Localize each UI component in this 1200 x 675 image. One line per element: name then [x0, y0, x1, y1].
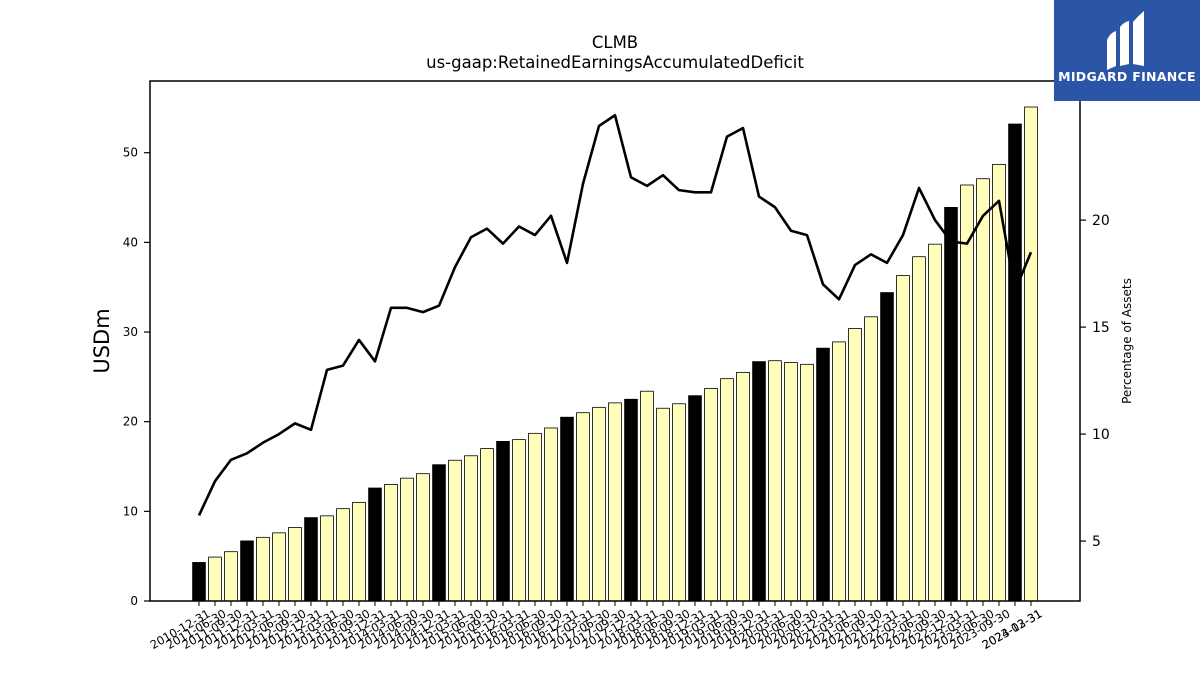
bar-2018-03-31 — [656, 407, 670, 602]
bar-2012-06-30 — [288, 527, 302, 602]
bar-2012-03-31 — [272, 532, 286, 602]
bar-2013-09-30 — [368, 487, 382, 602]
bar-series — [192, 106, 1038, 602]
bar-2011-03-31 — [208, 556, 222, 602]
left-tick-label-20: 20 — [123, 415, 138, 429]
bar-2022-12-31 — [960, 184, 974, 602]
bar-2022-03-31 — [912, 256, 926, 602]
bar-2011-09-30 — [240, 540, 254, 602]
bar-2013-03-31 — [336, 508, 350, 602]
bar-2019-12-31 — [768, 360, 782, 602]
right-tick-label-10: 10 — [1092, 427, 1110, 443]
bar-2015-12-31 — [512, 439, 526, 602]
percentage-of-assets-line — [197, 113, 1033, 516]
bar-2020-09-30 — [816, 347, 830, 602]
bar-2023-03-31 — [976, 178, 990, 602]
chart-title: CLMB — [592, 33, 638, 52]
bar-2015-03-31 — [464, 455, 478, 602]
bar-2017-03-31 — [592, 406, 606, 602]
bar-2014-03-31 — [400, 477, 414, 602]
bar-2018-12-31 — [704, 388, 718, 602]
left-tick-label-40: 40 — [123, 235, 138, 249]
bar-2013-12-31 — [384, 484, 398, 602]
chart-subtitle: us-gaap:RetainedEarningsAccumulatedDefic… — [426, 53, 804, 72]
bar-2022-06-30 — [928, 243, 942, 602]
right-tick-label-20: 20 — [1092, 213, 1110, 229]
bar-2023-12-31 — [1024, 106, 1038, 602]
bar-2021-12-31 — [896, 275, 910, 602]
bar-2011-06-30 — [224, 551, 238, 602]
bar-2012-09-30 — [304, 517, 318, 602]
bar-2014-06-30 — [416, 473, 430, 602]
logo-text: MIDGARD FINANCE — [1058, 69, 1196, 84]
bar-2015-09-30 — [496, 441, 510, 602]
bar-2020-12-31 — [832, 341, 846, 602]
midgard-finance-logo: MIDGARD FINANCE — [1054, 0, 1200, 101]
bar-2016-12-31 — [576, 412, 590, 602]
left-tick-label-10: 10 — [123, 504, 138, 518]
bar-2021-03-31 — [848, 328, 862, 602]
bar-2017-06-30 — [608, 402, 622, 602]
logo-mark-icon — [1107, 11, 1144, 70]
bar-2014-12-31 — [448, 459, 462, 602]
bar-2014-09-30 — [432, 464, 446, 602]
bar-2019-06-30 — [736, 371, 750, 602]
bar-2018-09-30 — [688, 395, 702, 602]
left-tick-label-30: 30 — [123, 325, 138, 339]
bar-2017-09-30 — [624, 398, 638, 602]
bar-2017-12-31 — [640, 390, 654, 602]
line-series — [197, 113, 1033, 516]
right-tick-label-15: 15 — [1092, 320, 1110, 336]
bar-2016-03-31 — [528, 432, 542, 602]
plot-frame — [149, 80, 1081, 602]
bar-2023-09-30 — [1008, 123, 1022, 602]
bar-2011-12-31 — [256, 536, 270, 602]
bar-2021-06-30 — [864, 316, 878, 602]
bar-2015-06-30 — [480, 448, 494, 602]
bar-2010-12-31 — [192, 562, 206, 602]
left-axis-label: USDm — [90, 308, 114, 373]
left-y-axis: 0 10 20 30 40 50 — [123, 146, 150, 608]
bar-2018-06-30 — [672, 403, 686, 602]
bar-2016-06-30 — [544, 427, 558, 602]
bar-2021-09-30 — [880, 292, 894, 602]
right-tick-label-5: 5 — [1092, 534, 1101, 550]
right-y-axis: 5 10 15 20 — [1080, 213, 1110, 550]
right-axis-label: Percentage of Assets — [1120, 278, 1134, 404]
bar-2019-03-31 — [720, 378, 734, 602]
bar-2022-09-30 — [944, 207, 958, 602]
bar-2012-12-31 — [320, 515, 334, 602]
bar-2020-06-30 — [800, 363, 814, 602]
bar-2016-09-30 — [560, 416, 574, 602]
x-axis: 2010-12-312011-06-302011-09-302011-12-31… — [148, 601, 1045, 652]
bar-2020-03-31 — [784, 362, 798, 602]
left-tick-label-0: 0 — [130, 594, 138, 608]
left-tick-label-50: 50 — [123, 146, 138, 160]
bar-2019-09-30 — [752, 361, 766, 602]
bar-2013-06-30 — [352, 501, 366, 602]
